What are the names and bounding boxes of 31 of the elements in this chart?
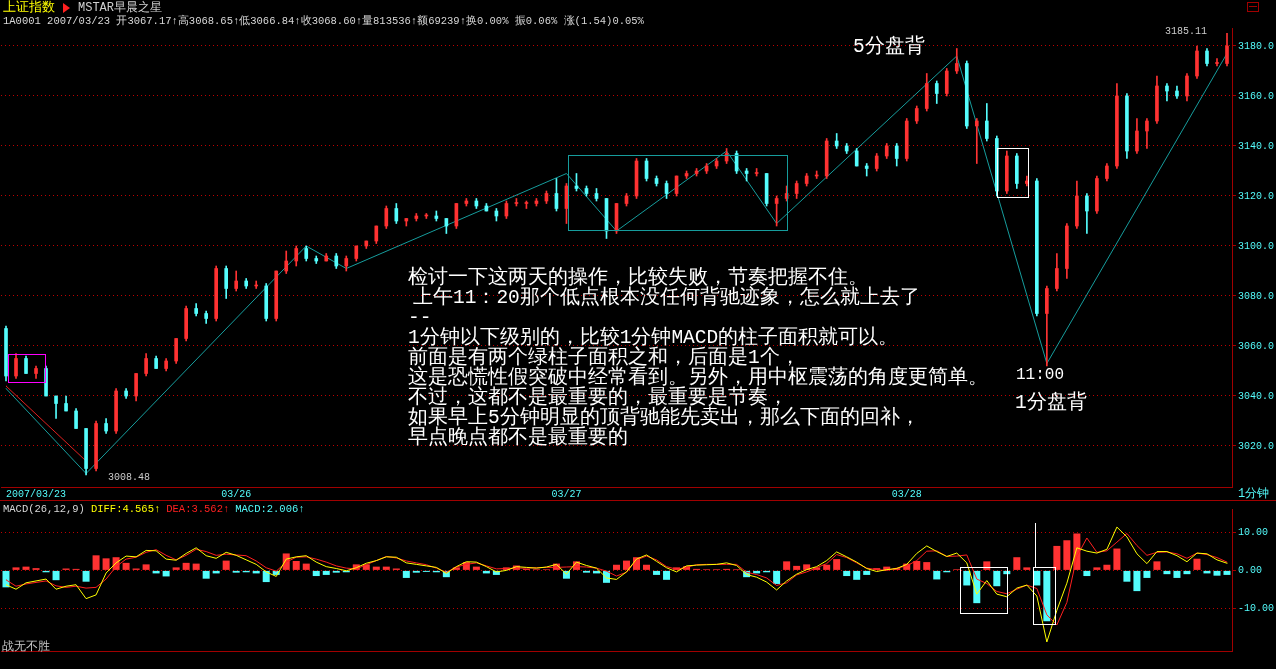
annotation: 3185.11 [1165, 26, 1208, 38]
annotation: 5分盘背 [853, 36, 925, 58]
x-tick-label: 2007/03/23 [6, 488, 67, 500]
annotation: 1分盘背 [1015, 392, 1087, 414]
y-tick-label: 3020.0 [1238, 440, 1275, 452]
y-tick-label: 10.00 [1238, 527, 1269, 539]
text: DIFF:4.565↑ [90, 503, 161, 515]
y-tick-label: 3160.0 [1238, 90, 1275, 102]
y-tick-label: 3080.0 [1238, 290, 1275, 302]
x-tick-label: 03/26 [221, 488, 252, 500]
annotation: 早点晚点都不是最重要的 [408, 427, 628, 449]
chart-title: MACD(26,12,9) [3, 503, 85, 515]
y-tick-label: 3120.0 [1238, 190, 1275, 202]
x-tick-label: 03/28 [891, 488, 922, 500]
text: MACD:2.006↑ [235, 503, 305, 515]
text: DEA:3.562↑ [166, 503, 230, 515]
y-tick-label: 3060.0 [1238, 340, 1275, 352]
chart-subtitle: MSTAR早晨之星 [78, 1, 163, 15]
annotation: 3008.48 [108, 472, 151, 484]
text: 1分钟 [1238, 487, 1270, 501]
annotation: 11:00 [1016, 366, 1065, 384]
y-tick-label: 3140.0 [1238, 140, 1275, 152]
annotation: 战无不胜 [2, 640, 50, 654]
y-tick-label: 3100.0 [1238, 240, 1275, 252]
chart-title: 上证指数 [3, 1, 55, 15]
y-tick-label: -10.00 [1238, 602, 1275, 614]
x-tick-label: 03/27 [551, 488, 582, 500]
text: 1A0001 2007/03/23 开3067.17↑高3068.65↑低3066.84↑收3068.60↑量813536↑额69239↑换0.00% 振0.06% 涨(1.54)0.05% [3, 15, 644, 27]
y-tick-label: 0.00 [1238, 565, 1263, 577]
y-tick-label: 3040.0 [1238, 390, 1275, 402]
y-tick-label: 3180.0 [1238, 40, 1275, 52]
